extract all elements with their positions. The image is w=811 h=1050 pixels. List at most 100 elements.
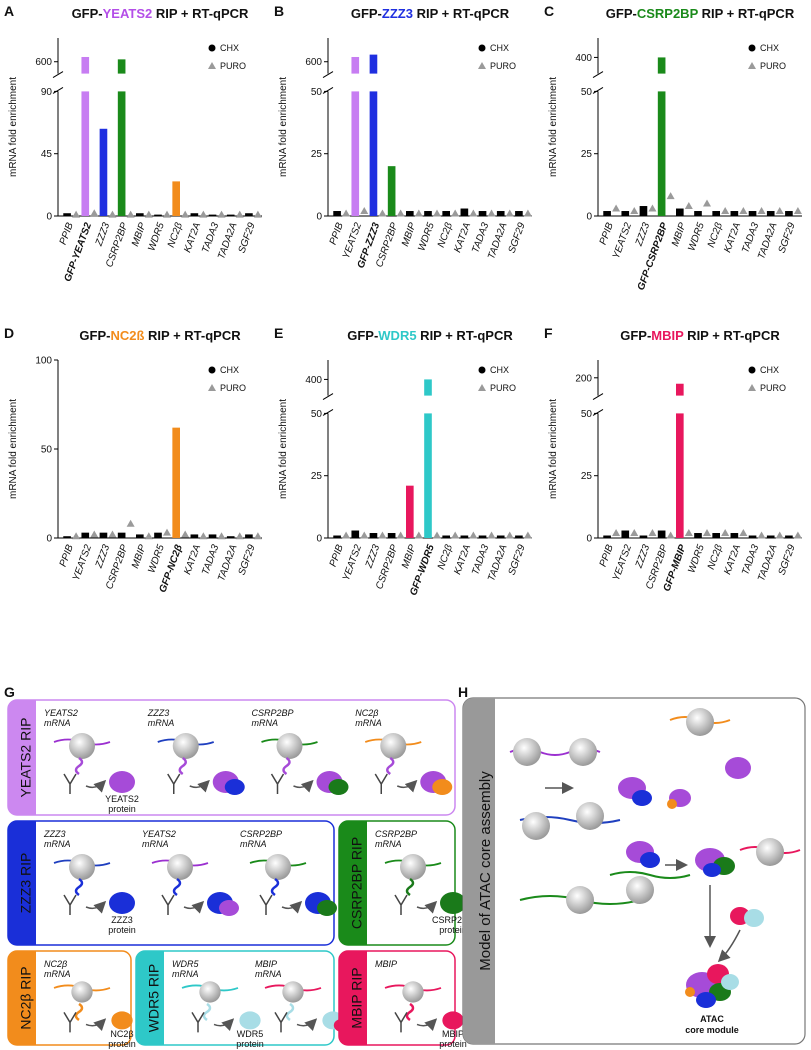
arrow <box>213 1018 235 1032</box>
bar <box>657 530 666 538</box>
title-part: RIP + RT-qPCR <box>144 328 241 343</box>
y-axis-label: mRNA fold enrichment <box>278 399 289 499</box>
y-axis-label: mRNA fold enrichment <box>548 399 559 499</box>
puro-marker <box>487 209 496 217</box>
x-tick-label: NC2β <box>706 543 725 571</box>
arrow <box>189 779 210 793</box>
bar <box>99 532 108 538</box>
bar <box>442 211 450 216</box>
title-part: CSRP2BP <box>637 6 699 21</box>
puro-marker <box>360 207 369 215</box>
protein <box>667 799 677 809</box>
arrow <box>416 900 438 914</box>
bar <box>639 535 648 538</box>
protein <box>109 771 135 793</box>
ribosome <box>569 738 597 766</box>
tab-label: WDR5 RIP <box>146 964 162 1032</box>
tab-label: CSRP2BP RIP <box>349 837 365 929</box>
mrna-label: YEATS2 <box>142 829 176 839</box>
puro-marker <box>199 210 208 218</box>
mrna-label: YEATS2 <box>44 708 78 718</box>
protein <box>109 892 135 914</box>
title-part: RIP + RT-qPCR <box>684 328 781 343</box>
bar <box>694 211 702 216</box>
axis-break <box>592 393 604 401</box>
ribosome <box>69 733 95 759</box>
bar <box>63 213 71 216</box>
legend-marker <box>208 44 216 52</box>
puro-marker <box>739 529 748 537</box>
bar <box>766 535 775 538</box>
puro-marker <box>378 531 387 539</box>
bar <box>136 534 144 538</box>
y-tick-label: 600 <box>35 57 52 68</box>
bar <box>424 413 432 538</box>
legend-label: CHX <box>220 43 239 53</box>
title-part: GFP- <box>347 328 378 343</box>
mrna-label: mRNA <box>252 718 279 728</box>
arrow <box>293 779 314 793</box>
protein-label: CSRP2BP <box>432 915 474 925</box>
y-tick-label: 600 <box>305 57 322 68</box>
puro-marker <box>181 210 190 218</box>
protein-label: protein <box>108 1039 136 1049</box>
puro-marker <box>630 207 639 215</box>
bar <box>226 214 235 216</box>
bar <box>766 211 775 216</box>
bar <box>369 91 378 216</box>
ribosome <box>71 981 93 1003</box>
bar <box>621 211 630 216</box>
y-tick-label: 50 <box>311 409 323 420</box>
axis-break <box>592 86 604 94</box>
tab-label: YEATS2 RIP <box>18 718 34 798</box>
legend-label: PURO <box>220 61 246 71</box>
bar <box>785 535 793 538</box>
y-tick-label: 25 <box>581 471 593 482</box>
puro-marker <box>505 209 514 217</box>
arrow <box>717 929 741 963</box>
title-part: RIP + RT-qPCR <box>417 328 514 343</box>
box <box>135 950 335 1046</box>
mrna-label: MBIP <box>375 959 397 969</box>
antibody <box>394 894 408 915</box>
puro-marker <box>793 207 802 215</box>
axis-break <box>322 71 334 79</box>
protein <box>224 779 245 795</box>
result-label: ATAC <box>700 1014 724 1024</box>
mrna-label: mRNA <box>44 839 71 849</box>
puro-marker <box>90 530 99 538</box>
x-tick-label: SGF29 <box>777 543 798 577</box>
axis-break <box>322 408 334 416</box>
puro-marker <box>144 532 153 540</box>
puro-marker <box>469 531 478 539</box>
antibody <box>270 773 285 794</box>
title-part: WDR5 <box>378 328 416 343</box>
legend-label: PURO <box>760 61 786 71</box>
puro-marker <box>433 531 441 539</box>
y-tick-label: 50 <box>581 409 593 420</box>
protein <box>219 900 239 916</box>
bar <box>245 213 253 216</box>
puro-marker <box>703 199 711 207</box>
ribosome <box>402 981 424 1003</box>
bar <box>172 181 180 216</box>
legend-marker <box>748 62 756 69</box>
puro-marker <box>721 207 730 215</box>
tab <box>8 821 36 945</box>
ribosome <box>566 886 594 914</box>
puro-marker <box>90 209 99 217</box>
mrna-label: mRNA <box>375 839 402 849</box>
chart: E GFP-WDR5 RIP + RT-qPCR mRNA fold enrichm… <box>274 325 532 597</box>
x-tick-label: SGF29 <box>507 221 528 255</box>
puro-marker <box>414 209 423 217</box>
bar <box>99 128 108 216</box>
protein-label: protein <box>108 804 136 814</box>
ribosome <box>756 838 784 866</box>
protein <box>317 900 337 916</box>
bar <box>657 91 666 216</box>
puro-marker <box>523 209 532 217</box>
title-part: GFP- <box>79 328 110 343</box>
x-tick-label: NC2β <box>436 221 455 249</box>
